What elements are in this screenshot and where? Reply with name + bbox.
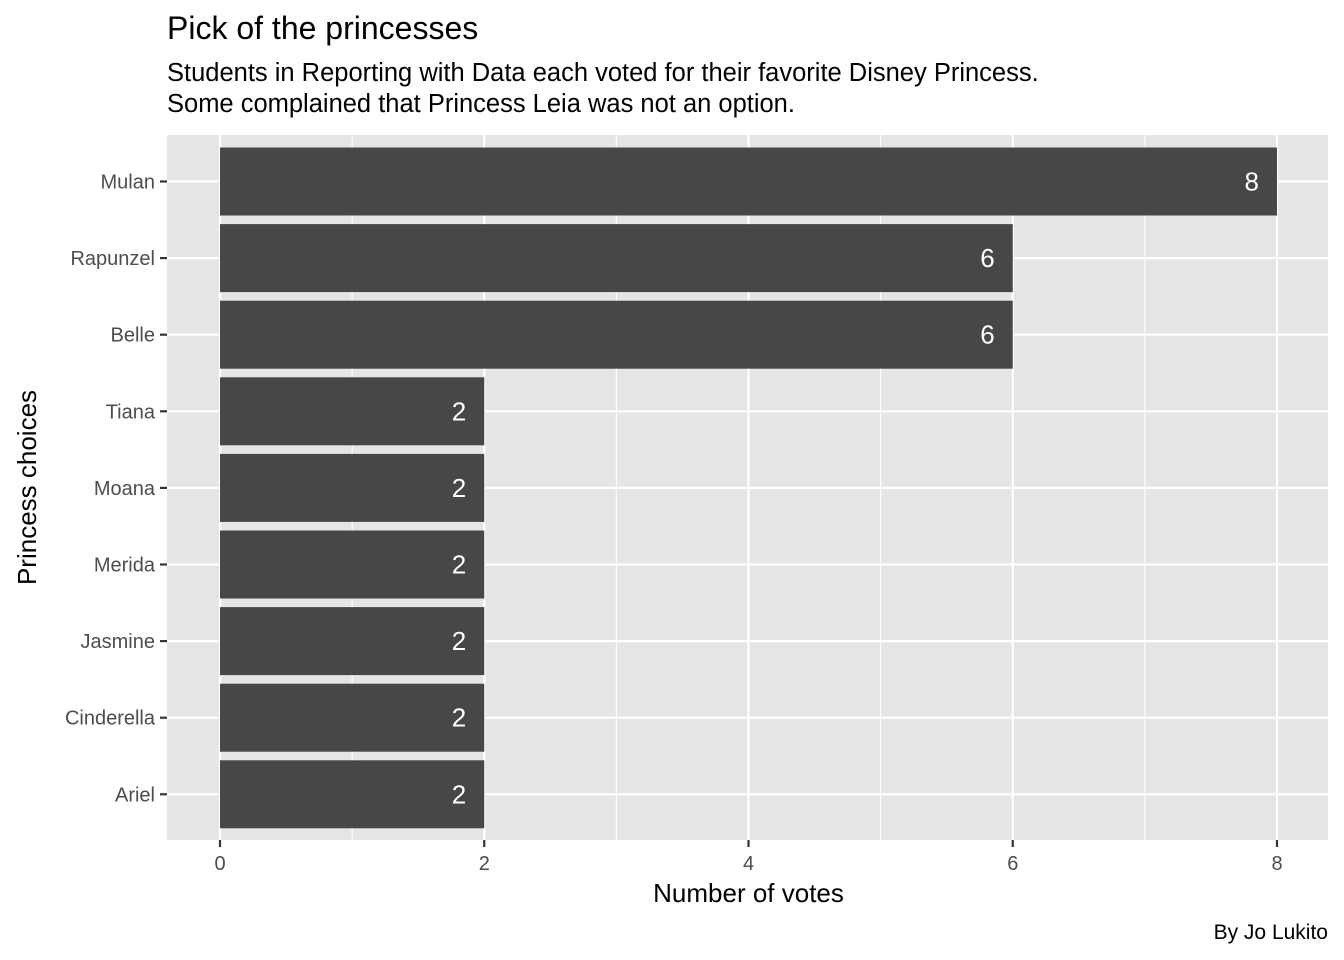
bar-label-rapunzel: 6 bbox=[980, 243, 994, 273]
bar-label-merida: 2 bbox=[452, 550, 466, 580]
chart-title: Pick of the princesses bbox=[167, 10, 479, 46]
bar-label-ariel: 2 bbox=[452, 779, 466, 809]
bar-label-moana: 2 bbox=[452, 473, 466, 503]
x-tick-label: 8 bbox=[1271, 853, 1282, 875]
y-tick-label: Ariel bbox=[115, 784, 155, 806]
y-tick-label: Rapunzel bbox=[70, 248, 155, 270]
y-tick-label: Merida bbox=[94, 555, 156, 577]
x-tick-label: 4 bbox=[743, 853, 754, 875]
caption: By Jo Lukito bbox=[1213, 921, 1328, 944]
y-tick-label: Cinderella bbox=[65, 708, 156, 730]
bar-rapunzel bbox=[220, 224, 1013, 293]
bar-moana bbox=[220, 453, 485, 522]
bar-mulan bbox=[220, 147, 1277, 216]
x-tick-label: 0 bbox=[214, 853, 225, 875]
subtitle-line-1: Students in Reporting with Data each vot… bbox=[167, 59, 1039, 87]
bar-cinderella bbox=[220, 683, 485, 752]
bar-tiana bbox=[220, 377, 485, 446]
bar-labels: 8 6 6 2 2 2 2 2 2 bbox=[452, 167, 1259, 810]
bar-label-mulan: 8 bbox=[1245, 167, 1259, 197]
bar-jasmine bbox=[220, 607, 485, 676]
bar-label-cinderella: 2 bbox=[452, 703, 466, 733]
bar-label-belle: 6 bbox=[980, 320, 994, 350]
y-axis-title: Princess choices bbox=[12, 390, 42, 585]
bar-label-tiana: 2 bbox=[452, 396, 466, 426]
x-axis: 0 2 4 6 8 bbox=[214, 840, 1283, 875]
bar-label-jasmine: 2 bbox=[452, 626, 466, 656]
chart-subtitle: Students in Reporting with Data each vot… bbox=[167, 58, 1039, 120]
y-tick-label: Mulan bbox=[101, 172, 155, 194]
x-axis-title: Number of votes bbox=[653, 878, 844, 908]
x-tick-label: 6 bbox=[1007, 853, 1018, 875]
bars bbox=[220, 147, 1277, 829]
subtitle-line-2: Some complained that Princess Leia was n… bbox=[167, 90, 795, 118]
bar-ariel bbox=[220, 760, 485, 829]
bar-belle bbox=[220, 300, 1013, 369]
y-tick-label: Moana bbox=[94, 478, 156, 500]
x-tick-label: 2 bbox=[479, 853, 490, 875]
y-tick-label: Belle bbox=[111, 325, 155, 347]
bar-merida bbox=[220, 530, 485, 599]
y-axis: Mulan Rapunzel Belle Tiana Moana Merida Jasmin… bbox=[65, 172, 167, 806]
y-tick-label: Tiana bbox=[106, 401, 156, 423]
y-tick-label: Jasmine bbox=[81, 631, 155, 653]
